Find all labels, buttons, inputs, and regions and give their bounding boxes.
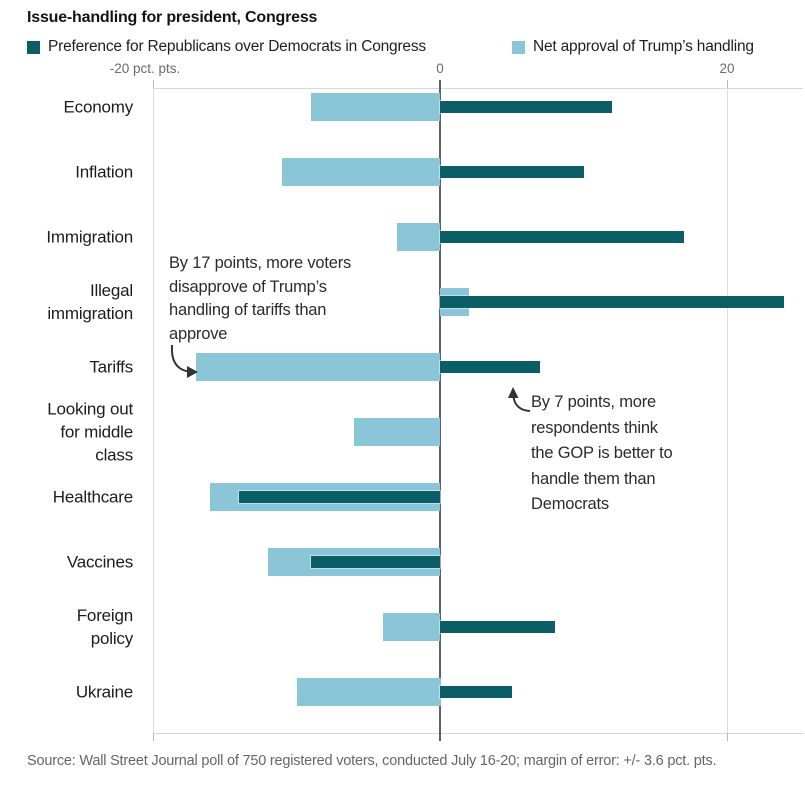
category-label: Tariffs — [89, 357, 133, 377]
bar-gop-preference — [440, 166, 584, 178]
legend-item-trump-approval: Net approval of Trump’s handling — [512, 38, 754, 55]
legend-label-trump-approval: Net approval of Trump’s handling — [533, 38, 754, 55]
bar-trump-approval — [383, 613, 440, 641]
category-label: Economy — [63, 97, 134, 117]
axis-tick-label: 0 — [436, 61, 444, 76]
arrow-to-tariffs-bar — [170, 344, 198, 378]
plot-top-border — [154, 88, 803, 89]
gridline — [727, 88, 728, 733]
axis-tick-top — [727, 80, 728, 88]
category-label: Vaccines — [66, 552, 133, 572]
bar-trump-approval — [397, 223, 440, 251]
bar-trump-approval — [282, 158, 440, 186]
category-label: Looking out for middle class — [47, 399, 133, 465]
category-label: Foreign policy — [76, 606, 133, 648]
legend-swatch-trump-approval — [512, 40, 525, 54]
annotation-gop-better: By 7 points, more respondents think the … — [531, 393, 673, 513]
axis-tick-bottom — [153, 733, 154, 741]
legend-swatch-gop — [27, 40, 40, 54]
plot-bottom-border — [154, 733, 803, 734]
bar-gop-preference — [440, 686, 512, 698]
bar-gop-preference — [440, 231, 684, 243]
zero-baseline — [439, 80, 441, 741]
bar-gop-preference — [311, 556, 440, 568]
axis-tick-bottom — [727, 733, 728, 741]
category-label: Inflation — [75, 162, 133, 182]
category-label: Immigration — [46, 227, 133, 247]
axis-tick-label: -20 pct. pts. — [109, 61, 181, 76]
bar-trump-approval — [196, 353, 440, 381]
arrow-to-gop-bar — [508, 387, 531, 412]
bar-gop-preference — [440, 101, 612, 113]
chart-title: Issue-handling for president, Congress — [27, 9, 318, 26]
bar-trump-approval — [354, 418, 440, 446]
annotation-tariffs-disapprove: By 17 points, more voters disapprove of … — [169, 254, 352, 343]
bar-trump-approval — [311, 93, 440, 121]
bar-gop-preference — [239, 491, 440, 503]
bar-trump-approval — [297, 678, 441, 706]
bar-gop-preference — [440, 621, 555, 633]
bar-gop-preference — [440, 296, 784, 308]
legend-label-gop: Preference for Republicans over Democrat… — [48, 38, 426, 55]
category-label: Illegal immigration — [47, 281, 133, 323]
category-label: Ukraine — [75, 682, 133, 702]
bar-gop-preference — [440, 361, 540, 373]
legend-item-gop: Preference for Republicans over Democrat… — [27, 38, 426, 55]
axis-tick-top — [153, 80, 154, 88]
category-label: Healthcare — [52, 487, 133, 507]
source-note: Source: Wall Street Journal poll of 750 … — [27, 753, 717, 769]
axis-tick-label: 20 — [719, 61, 735, 76]
gridline — [153, 88, 154, 733]
